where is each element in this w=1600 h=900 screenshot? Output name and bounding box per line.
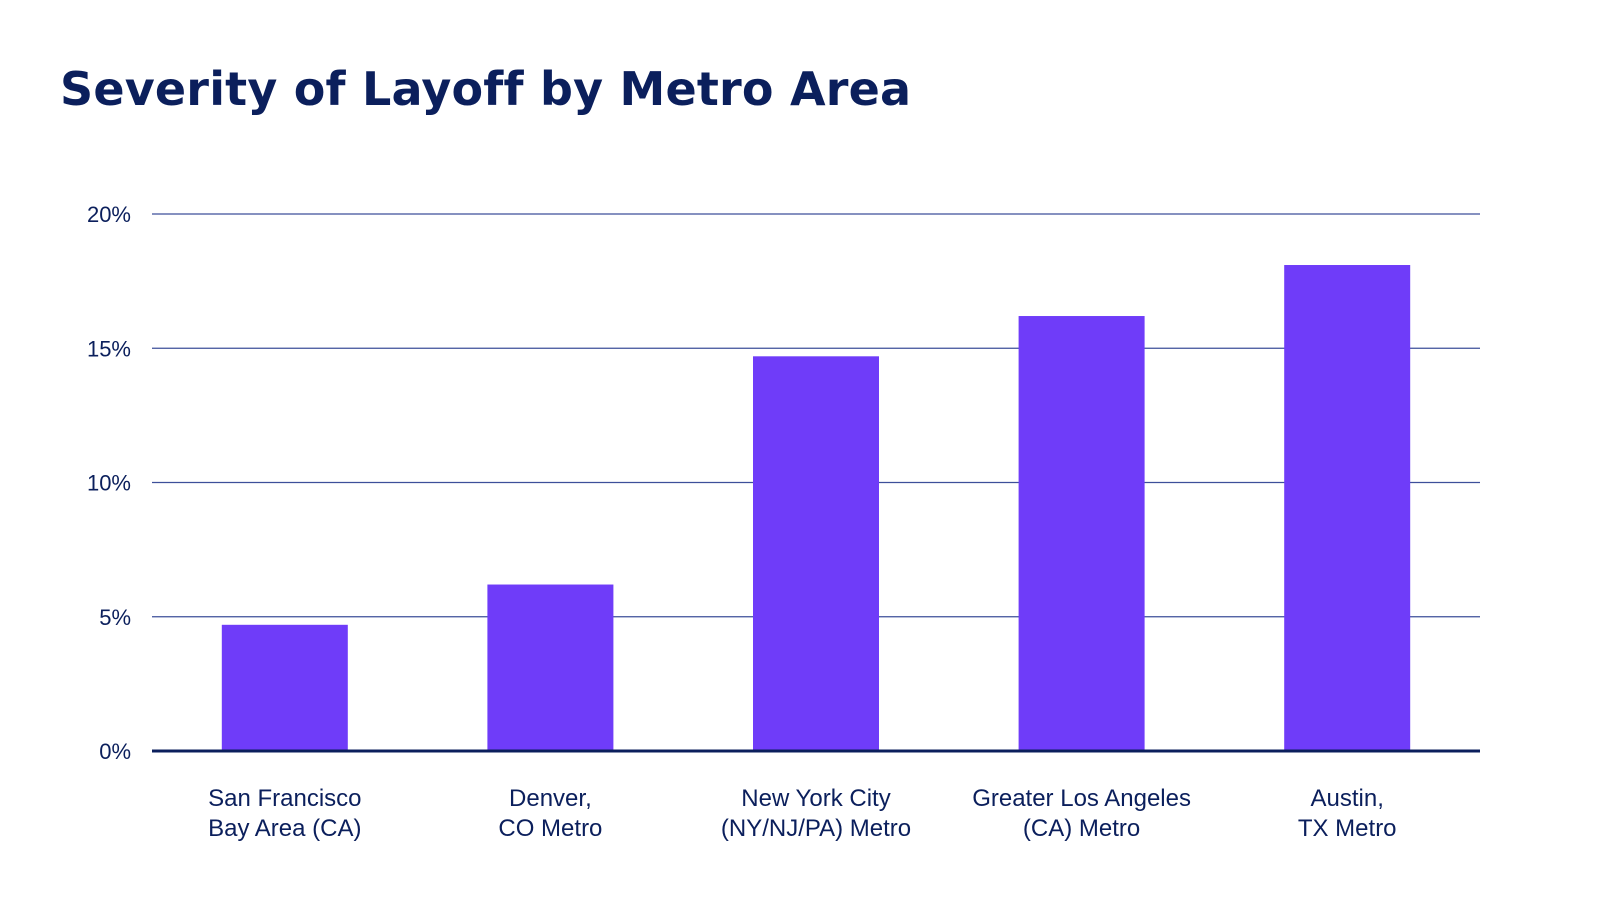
bar [1018, 316, 1145, 751]
bar [487, 584, 614, 751]
x-category-label: Denver, [509, 785, 592, 812]
bar [753, 356, 879, 751]
x-category-label: (NY/NJ/PA) Metro [721, 815, 911, 842]
y-tick-label: 20% [87, 202, 131, 227]
y-tick-label: 15% [87, 336, 131, 361]
x-category-label: CO Metro [498, 815, 602, 842]
y-tick-label: 10% [87, 471, 131, 496]
bar [1284, 265, 1411, 751]
bar [221, 624, 348, 751]
y-tick-label: 5% [99, 605, 131, 630]
bars [221, 265, 1411, 751]
x-category-label: TX Metro [1298, 815, 1397, 842]
chart-title: Severity of Layoff by Metro Area [60, 62, 912, 116]
y-axis-ticks: 0% 5% 10% 15% 20% [87, 202, 131, 764]
y-tick-label: 0% [99, 739, 131, 764]
x-category-label: Austin, [1311, 785, 1384, 812]
x-category-label: New York City [741, 785, 890, 812]
x-axis-labels: San Francisco Bay Area (CA) Denver, CO Metr… [208, 785, 1396, 842]
x-category-label: San Francisco [208, 785, 361, 812]
x-category-label: Greater Los Angeles [972, 785, 1191, 812]
x-category-label: (CA) Metro [1023, 815, 1140, 842]
x-category-label: Bay Area (CA) [208, 815, 361, 842]
